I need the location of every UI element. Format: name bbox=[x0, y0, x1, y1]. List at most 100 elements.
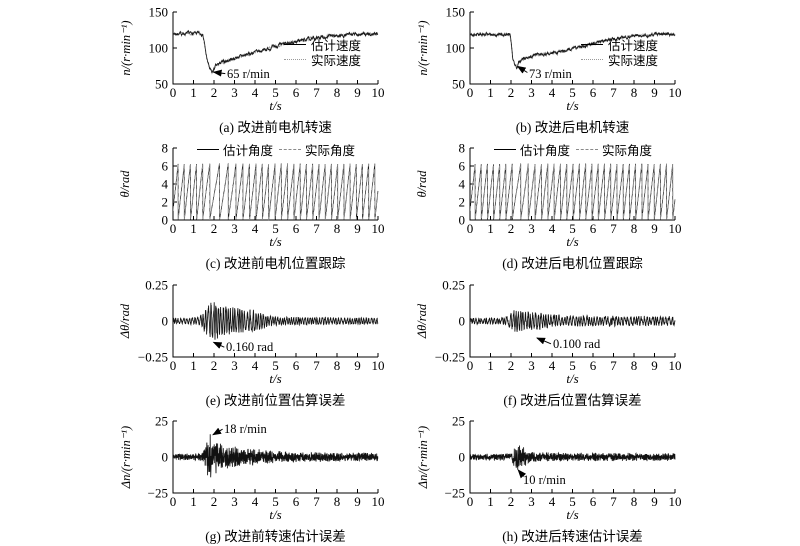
legend-item-actual: 实际角度 bbox=[279, 142, 355, 158]
annotation-label: 18 r/min bbox=[224, 422, 267, 436]
legend-item-actual: 实际速度 bbox=[284, 52, 362, 68]
svg-text:6: 6 bbox=[162, 159, 169, 174]
svg-text:1: 1 bbox=[190, 221, 197, 236]
svg-text:1: 1 bbox=[487, 85, 494, 100]
y-axis-label: Δn/(r·min⁻¹) bbox=[119, 425, 133, 489]
svg-text:0: 0 bbox=[467, 358, 474, 373]
svg-text:9: 9 bbox=[651, 494, 658, 509]
svg-text:3: 3 bbox=[528, 221, 535, 236]
plot-canvas-b: 0 1 2 3 4 5 6 7 8 9 10 50 100 150 bbox=[446, 5, 682, 101]
svg-text:8: 8 bbox=[334, 494, 341, 509]
svg-text:9: 9 bbox=[651, 358, 658, 373]
svg-text:5: 5 bbox=[272, 221, 279, 236]
svg-text:0: 0 bbox=[170, 85, 177, 100]
svg-text:0: 0 bbox=[467, 85, 474, 100]
y-axis-label: θ/rad bbox=[415, 170, 429, 198]
solid-line-sample bbox=[284, 44, 306, 45]
svg-text:10: 10 bbox=[669, 494, 682, 509]
svg-text:0: 0 bbox=[162, 450, 169, 465]
y-axis-label: Δθ/rad bbox=[118, 303, 132, 339]
svg-text:4: 4 bbox=[252, 221, 259, 236]
svg-text:6: 6 bbox=[590, 358, 597, 373]
svg-text:6: 6 bbox=[293, 494, 300, 509]
svg-text:5: 5 bbox=[272, 494, 279, 509]
svg-text:4: 4 bbox=[252, 85, 259, 100]
annotation-label: 0.100 rad bbox=[553, 337, 601, 351]
svg-text:2: 2 bbox=[508, 358, 515, 373]
subplot-caption: (b) 改进后电机转速 bbox=[515, 120, 630, 135]
subplot-f: 0 1 2 3 4 5 6 7 8 9 10 −0.25 0 0.25 Δθ/rad t/s (f) 改进… bbox=[367, 273, 687, 410]
svg-text:2: 2 bbox=[459, 195, 466, 210]
legend-label: 估计速度 bbox=[608, 39, 659, 53]
svg-text:6: 6 bbox=[590, 221, 597, 236]
svg-text:6: 6 bbox=[459, 159, 466, 174]
svg-text:10: 10 bbox=[372, 494, 385, 509]
svg-text:3: 3 bbox=[528, 494, 535, 509]
svg-text:5: 5 bbox=[569, 358, 576, 373]
legend-label: 实际速度 bbox=[311, 54, 362, 68]
subplot-h: 0 1 2 3 4 5 6 7 8 9 10 −25 0 25 Δn/(r·min⁻¹) t/s (h) … bbox=[367, 409, 687, 546]
svg-text:1: 1 bbox=[487, 494, 494, 509]
subplot-caption: (c) 改进前电机位置跟踪 bbox=[205, 256, 346, 271]
svg-text:5: 5 bbox=[569, 494, 576, 509]
svg-text:2: 2 bbox=[211, 494, 218, 509]
svg-text:50: 50 bbox=[452, 77, 465, 92]
svg-text:10: 10 bbox=[669, 221, 682, 236]
svg-text:3: 3 bbox=[231, 358, 238, 373]
y-axis-label: n/(r·min⁻¹) bbox=[416, 20, 430, 76]
x-axis-label: t/s bbox=[566, 98, 579, 113]
subplot-caption: (a) 改进前电机转速 bbox=[219, 120, 332, 135]
svg-text:5: 5 bbox=[272, 85, 279, 100]
svg-text:10: 10 bbox=[669, 358, 682, 373]
svg-text:100: 100 bbox=[446, 41, 466, 56]
annotation-label: 65 r/min bbox=[227, 67, 270, 81]
svg-text:25: 25 bbox=[452, 414, 465, 429]
svg-text:7: 7 bbox=[610, 358, 617, 373]
legend-label: 估计角度 bbox=[222, 143, 273, 158]
subplot-caption: (g) 改进前转速估计误差 bbox=[205, 529, 346, 544]
svg-text:0: 0 bbox=[170, 221, 177, 236]
svg-text:8: 8 bbox=[631, 85, 638, 100]
subplot-e: 0 1 2 3 4 5 6 7 8 9 10 −0.25 0 0.25 Δθ/rad t/s (e) 改进… bbox=[70, 273, 390, 410]
svg-text:0: 0 bbox=[467, 221, 474, 236]
svg-text:9: 9 bbox=[651, 85, 658, 100]
svg-text:6: 6 bbox=[590, 494, 597, 509]
svg-text:2: 2 bbox=[508, 494, 515, 509]
subplot-caption: (h) 改进后转速估计误差 bbox=[502, 529, 643, 544]
svg-text:1: 1 bbox=[190, 494, 197, 509]
svg-text:50: 50 bbox=[155, 77, 168, 92]
svg-text:4: 4 bbox=[162, 177, 169, 192]
svg-text:9: 9 bbox=[651, 221, 658, 236]
x-axis-label: t/s bbox=[566, 234, 579, 249]
svg-text:6: 6 bbox=[590, 85, 597, 100]
svg-text:3: 3 bbox=[528, 85, 535, 100]
x-axis-label: t/s bbox=[269, 371, 282, 386]
svg-text:10: 10 bbox=[372, 221, 385, 236]
svg-text:8: 8 bbox=[334, 85, 341, 100]
legend-item-estimated: 估计速度 bbox=[581, 37, 659, 53]
svg-text:150: 150 bbox=[446, 5, 466, 20]
subplot-b: 0 1 2 3 4 5 6 7 8 9 10 50 100 150 n/(r·min⁻¹) t/s (b)… bbox=[367, 0, 687, 137]
svg-text:7: 7 bbox=[313, 494, 320, 509]
svg-text:8: 8 bbox=[162, 141, 169, 156]
legend-item-estimated: 估计角度 bbox=[196, 142, 273, 158]
legend-label: 实际速度 bbox=[608, 54, 659, 68]
svg-text:4: 4 bbox=[549, 221, 556, 236]
svg-text:0: 0 bbox=[459, 450, 466, 465]
svg-text:2: 2 bbox=[211, 358, 218, 373]
svg-text:1: 1 bbox=[487, 358, 494, 373]
svg-text:10: 10 bbox=[669, 85, 682, 100]
subplot-caption: (f) 改进后位置估算误差 bbox=[503, 393, 642, 408]
svg-text:10: 10 bbox=[372, 358, 385, 373]
svg-text:5: 5 bbox=[272, 358, 279, 373]
svg-text:0.25: 0.25 bbox=[145, 278, 168, 293]
dashed-line-sample bbox=[576, 148, 598, 150]
plot-canvas-a: 0 1 2 3 4 5 6 7 8 9 10 50 100 150 bbox=[149, 5, 385, 101]
annotation-label: 10 r/min bbox=[523, 473, 566, 487]
svg-text:6: 6 bbox=[293, 221, 300, 236]
legend: 估计角度 实际角度 bbox=[176, 142, 376, 158]
svg-text:0: 0 bbox=[459, 213, 466, 228]
svg-text:7: 7 bbox=[313, 358, 320, 373]
